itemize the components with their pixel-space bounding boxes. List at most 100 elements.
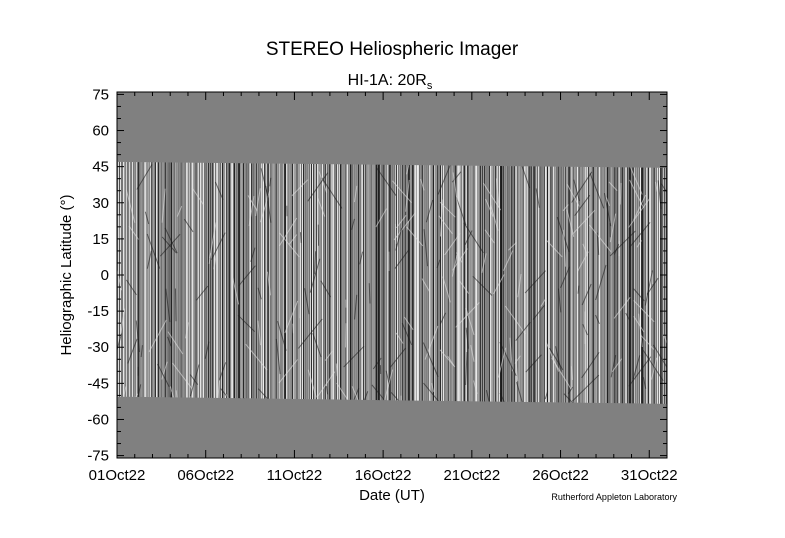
texture-stroke xyxy=(485,198,494,217)
streak xyxy=(184,161,185,404)
streak xyxy=(392,161,393,404)
texture-stroke xyxy=(455,196,467,226)
streak xyxy=(454,161,455,404)
texture-stroke xyxy=(119,308,126,340)
streak xyxy=(569,161,570,404)
texture-stroke xyxy=(596,232,600,255)
y-tick-label: 15 xyxy=(92,231,109,248)
streak xyxy=(336,161,337,404)
streak xyxy=(531,161,532,404)
streak xyxy=(301,161,302,404)
streak xyxy=(478,161,479,404)
streak xyxy=(277,161,278,404)
streak xyxy=(400,161,401,404)
streak xyxy=(634,161,635,404)
streak xyxy=(651,161,652,404)
streak xyxy=(419,161,420,404)
streak xyxy=(537,161,538,404)
streak xyxy=(175,161,176,404)
streak xyxy=(359,161,360,404)
streak xyxy=(619,161,620,404)
texture-stroke xyxy=(422,342,439,378)
texture-stroke xyxy=(508,242,517,251)
streak xyxy=(498,161,499,404)
texture-stroke xyxy=(520,162,531,189)
texture-stroke xyxy=(238,265,256,287)
streak xyxy=(264,161,265,404)
streak xyxy=(130,161,131,404)
streak xyxy=(548,161,549,404)
streak xyxy=(158,161,159,404)
streak xyxy=(164,161,165,404)
streak xyxy=(206,161,207,404)
texture-stroke xyxy=(312,332,322,358)
streak xyxy=(448,161,449,404)
streak xyxy=(527,161,528,404)
streak xyxy=(628,161,629,404)
texture-stroke xyxy=(628,356,652,387)
texture-stroke xyxy=(159,233,181,257)
streak xyxy=(122,161,123,404)
streak xyxy=(144,161,145,404)
streak xyxy=(616,161,617,404)
texture-stroke xyxy=(431,383,435,392)
streak xyxy=(520,161,521,404)
texture-stroke xyxy=(515,321,531,341)
streak xyxy=(501,161,502,404)
streak xyxy=(474,161,475,404)
streak xyxy=(162,161,163,404)
streak xyxy=(455,161,456,404)
texture-stroke xyxy=(629,221,651,248)
texture-stroke xyxy=(555,346,562,372)
streak xyxy=(186,161,187,404)
streak xyxy=(342,161,343,404)
streak xyxy=(481,161,482,404)
texture-stroke xyxy=(278,359,299,384)
streak xyxy=(163,161,164,404)
streak xyxy=(200,161,201,404)
streak xyxy=(319,161,320,404)
streak xyxy=(434,161,435,404)
streak xyxy=(182,161,183,404)
streak xyxy=(590,161,591,404)
streak xyxy=(556,161,557,404)
streak xyxy=(611,161,612,404)
texture-stroke xyxy=(603,192,612,227)
streak xyxy=(417,161,418,404)
texture-stroke xyxy=(167,331,184,355)
streak xyxy=(157,161,158,404)
streak xyxy=(491,161,492,404)
texture-stroke xyxy=(406,226,424,247)
streak xyxy=(480,161,481,404)
streak xyxy=(252,161,253,404)
texture-stroke xyxy=(436,259,441,269)
texture-stroke xyxy=(582,243,589,256)
streak xyxy=(276,161,277,404)
texture-stroke xyxy=(146,233,161,269)
texture-stroke xyxy=(320,280,332,298)
texture-stroke xyxy=(473,380,478,395)
streak xyxy=(539,161,540,404)
streak xyxy=(260,161,261,404)
streak xyxy=(351,161,352,404)
streak xyxy=(218,161,219,404)
texture-stroke xyxy=(465,327,469,349)
texture-stroke xyxy=(465,307,475,336)
streak xyxy=(153,161,154,404)
texture-stroke xyxy=(524,270,546,294)
streak xyxy=(189,161,190,404)
texture-stroke xyxy=(654,181,658,192)
streak xyxy=(517,161,518,404)
texture-stroke xyxy=(161,236,177,254)
streak xyxy=(129,161,130,404)
streak xyxy=(350,161,351,404)
texture-stroke xyxy=(562,229,566,267)
streak xyxy=(337,161,338,404)
streak xyxy=(483,161,484,404)
streak xyxy=(330,161,331,404)
texture-stroke xyxy=(640,334,655,350)
texture-stroke xyxy=(321,177,343,209)
streak xyxy=(245,161,246,404)
streak xyxy=(571,161,572,404)
